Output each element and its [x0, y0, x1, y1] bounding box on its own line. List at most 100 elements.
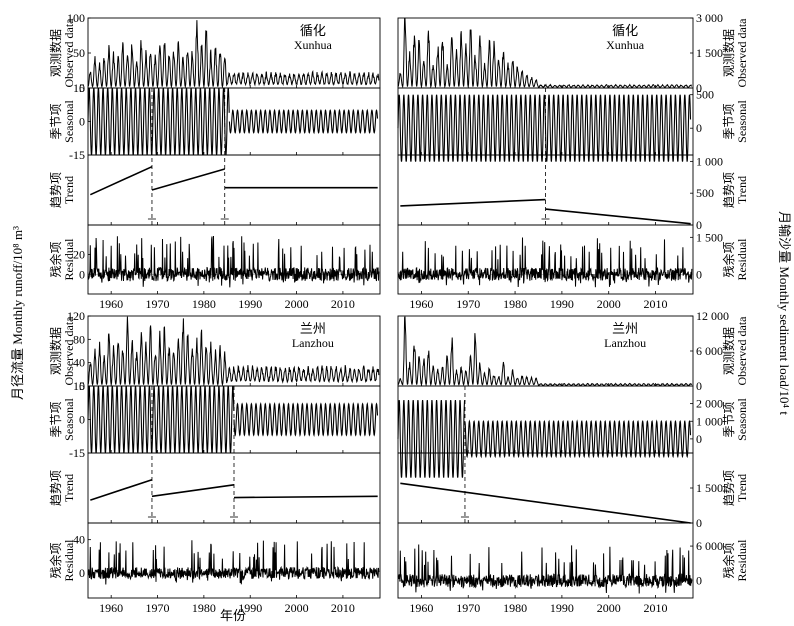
station-name-en: Xunhua — [606, 38, 645, 52]
row-label-en: Residual — [735, 539, 749, 582]
x-tick-label: 1980 — [192, 601, 216, 615]
seasonal-series — [87, 385, 235, 454]
panel-frame — [397, 315, 694, 387]
x-tick-label: 1990 — [550, 297, 574, 311]
svg-text:月输沙量 Monthly sediment load/10⁴: 月输沙量 Monthly sediment load/10⁴ t — [777, 211, 792, 415]
row-label-residual: 残余项 Residual — [721, 238, 749, 281]
observed-series — [397, 316, 693, 387]
y-tick-label: 15 — [73, 81, 85, 95]
panel-frame — [87, 522, 381, 599]
row-label-observed: 观测数据 Observed data — [721, 316, 749, 386]
row-label-zh: 残余项 — [721, 542, 736, 578]
y-tick-label: 1 500 — [696, 46, 723, 60]
y-tick-label: 0 — [696, 432, 702, 446]
row-label-zh: 趋势项 — [722, 470, 736, 506]
y-tick-label: 500 — [696, 186, 714, 200]
right-y-axis-label: 月输沙量 Monthly sediment load/10⁴ t — [777, 211, 792, 415]
row-label-zh: 季节项 — [49, 401, 63, 437]
station-name-zh: 兰州 — [612, 321, 638, 336]
x-tick-label: 1980 — [192, 297, 216, 311]
seasonal-series — [233, 401, 379, 438]
trend-panel: 0 500 1 000 趋势项 Trend — [397, 154, 749, 232]
x-tick-label: 1970 — [146, 601, 170, 615]
y-tick-label: 1 500 — [696, 481, 723, 495]
residual-series — [397, 544, 693, 594]
row-label-zh: 观测数据 — [721, 327, 736, 375]
station-name-en: Lanzhou — [604, 336, 646, 350]
y-tick-label: 0 — [696, 574, 702, 588]
panel-frame — [397, 522, 694, 599]
row-label-trend: 趋势项 Trend — [722, 172, 749, 208]
x-tick-label: 2010 — [644, 297, 668, 311]
y-tick-label: 0 — [696, 379, 702, 393]
station-name-zh: 兰州 — [300, 321, 326, 336]
trend-segment — [89, 165, 153, 196]
y-tick-label: 500 — [696, 88, 714, 102]
y-tick-label: 6 000 — [696, 539, 723, 553]
row-label-zh: 趋势项 — [722, 172, 736, 208]
row-label-en: Seasonal — [62, 100, 76, 143]
y-tick-label: 15 — [73, 379, 85, 393]
row-label-seasonal: 季节项 Seasonal — [49, 100, 76, 143]
y-tick-label: 0 — [696, 218, 702, 232]
x-tick-label: 2000 — [285, 297, 309, 311]
seasonal-series — [87, 87, 230, 156]
observed-series — [397, 18, 692, 89]
row-label-trend: 趋势项 Trend — [49, 470, 76, 506]
row-label-zh: 残余项 — [48, 542, 63, 578]
x-tick-label: 2010 — [331, 601, 355, 615]
row-label-zh: 观测数据 — [721, 29, 736, 77]
trend-panel: 趋势项 Trend — [49, 154, 381, 226]
row-label-residual: 残余项 Residual — [48, 238, 76, 281]
trend-panel: 趋势项 Trend — [49, 452, 381, 524]
row-label-en: Observed data — [62, 18, 76, 88]
y-tick-label: 1 000 — [696, 414, 723, 428]
row-label-en: Observed data — [62, 316, 76, 386]
y-tick-label: 100 — [67, 11, 85, 25]
x-tick-label: 1980 — [503, 297, 527, 311]
trend-segment — [400, 198, 546, 207]
left-y-axis-label: 月径流量 Monthly runoff/10⁸ m³ — [10, 226, 25, 400]
residual-series — [87, 540, 380, 585]
seasonal-panel: 0 1 000 2 000 季节项 Seasonal — [397, 385, 749, 478]
panel-frame — [397, 224, 694, 295]
row-label-zh: 趋势项 — [49, 172, 63, 208]
y-tick-label: 80 — [73, 332, 85, 346]
svg-text:月径流量 Monthly runoff/10⁸ m³: 月径流量 Monthly runoff/10⁸ m³ — [10, 226, 25, 400]
row-label-en: Residual — [62, 539, 76, 582]
x-tick-label: 1960 — [99, 297, 123, 311]
y-tick-label: 120 — [67, 309, 85, 323]
y-tick-label: 0 — [79, 115, 85, 129]
row-label-en: Seasonal — [735, 100, 749, 143]
row-label-zh: 季节项 — [722, 401, 736, 437]
row-label-en: Trend — [735, 176, 749, 204]
row-label-zh: 趋势项 — [49, 470, 63, 506]
row-label-zh: 季节项 — [722, 103, 736, 139]
x-tick-label: 1980 — [503, 601, 527, 615]
y-tick-label: 0 — [696, 81, 702, 95]
trend-segment — [545, 208, 691, 225]
row-label-observed: 观测数据 Observed data — [721, 18, 749, 88]
row-label-zh: 残余项 — [721, 241, 736, 277]
y-tick-label: 0 — [79, 566, 85, 580]
y-tick-label: -15 — [69, 148, 85, 162]
y-tick-label: 0 — [696, 516, 702, 530]
trend-panel: 0 1 500 趋势项 Trend — [397, 452, 749, 530]
y-tick-label: 0 — [696, 121, 702, 135]
x-axis-label: 年份 — [220, 608, 246, 623]
x-tick-label: 1960 — [409, 601, 433, 615]
row-label-seasonal: 季节项 Seasonal — [722, 398, 749, 441]
row-label-en: Residual — [62, 238, 76, 281]
row-label-en: Trend — [62, 176, 76, 204]
row-label-zh: 季节项 — [49, 103, 63, 139]
trend-segment — [90, 478, 153, 501]
seasonal-panel: 0 500 季节项 Seasonal — [397, 87, 749, 162]
seasonal-panel: -15 0 15 季节项 Seasonal — [49, 81, 381, 162]
